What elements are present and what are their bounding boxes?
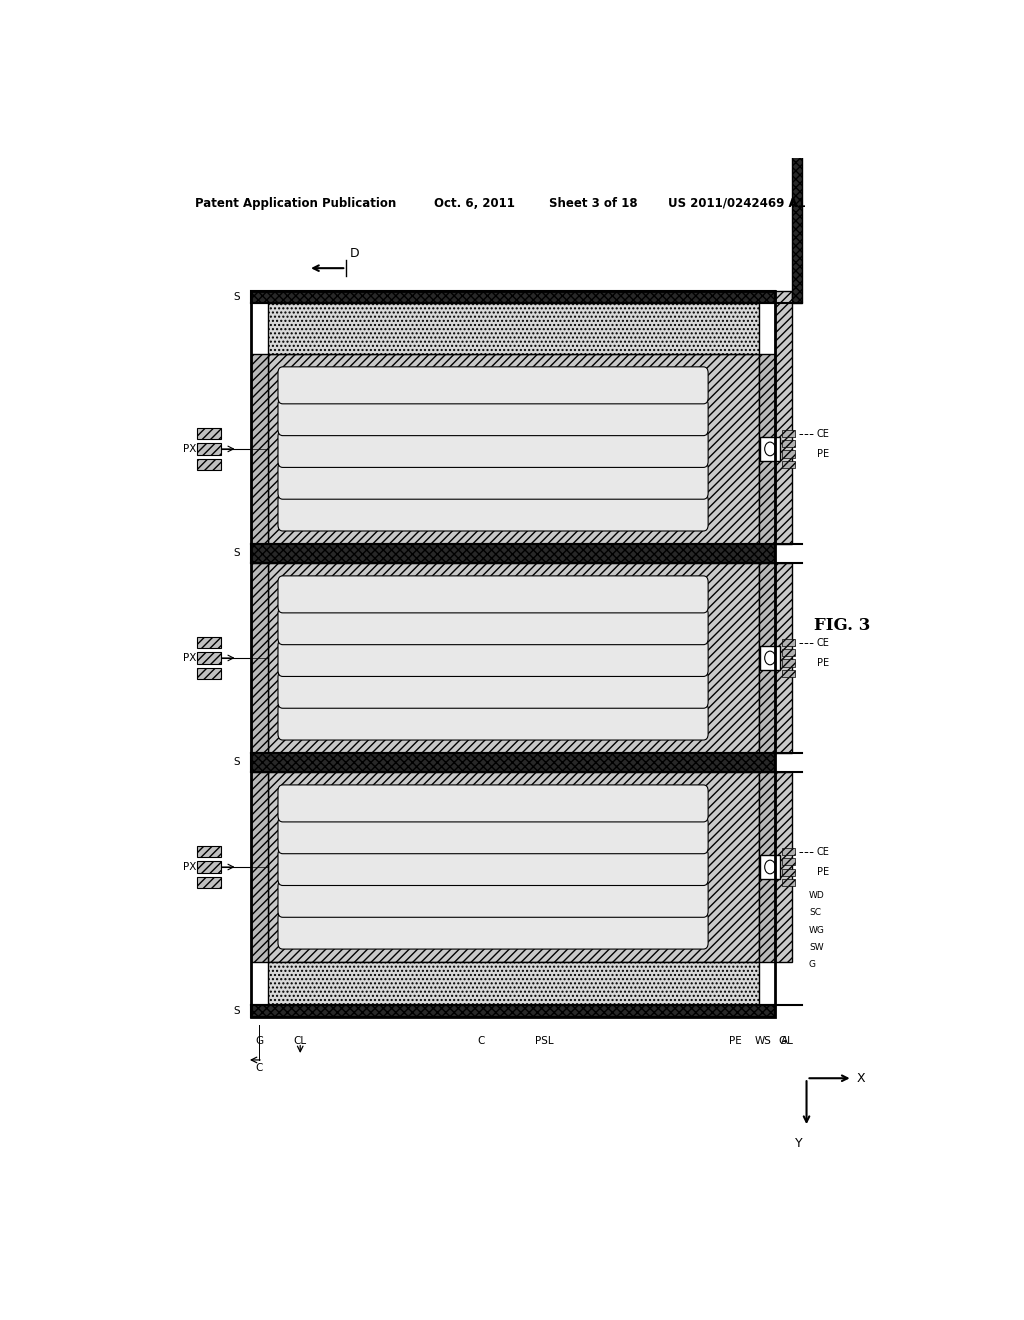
Text: PE: PE	[817, 659, 829, 668]
Bar	[251, 772, 268, 962]
Bar	[268, 962, 759, 1005]
Text: WG: WG	[809, 925, 824, 935]
Bar	[197, 846, 221, 858]
Text: US 2011/0242469 A1: US 2011/0242469 A1	[668, 197, 806, 210]
Text: CL: CL	[294, 1036, 307, 1045]
Bar	[759, 354, 775, 544]
Bar	[197, 458, 221, 470]
Text: PX: PX	[183, 862, 197, 873]
Text: PE: PE	[817, 449, 829, 459]
Bar	[782, 879, 795, 886]
Text: C: C	[255, 1063, 262, 1073]
Text: G: G	[778, 1036, 786, 1045]
Bar	[197, 652, 221, 664]
Text: C: C	[477, 1036, 484, 1045]
FancyBboxPatch shape	[278, 639, 709, 676]
Bar	[782, 441, 795, 447]
FancyBboxPatch shape	[278, 576, 709, 612]
Bar	[761, 855, 779, 879]
Text: WD: WD	[809, 891, 824, 900]
Bar	[793, 0, 802, 302]
Text: G: G	[256, 1036, 264, 1045]
Text: B: B	[526, 758, 532, 767]
Bar	[197, 862, 221, 873]
Bar	[782, 869, 795, 875]
Bar	[775, 290, 793, 544]
FancyBboxPatch shape	[278, 430, 709, 467]
Text: S: S	[233, 758, 240, 767]
Text: PX: PX	[183, 444, 197, 454]
Bar	[782, 461, 795, 467]
Text: G: G	[809, 960, 816, 969]
Bar	[782, 649, 795, 656]
FancyBboxPatch shape	[278, 785, 709, 822]
Text: X: X	[856, 1072, 865, 1085]
FancyBboxPatch shape	[278, 704, 709, 741]
Bar	[782, 639, 795, 647]
Text: S: S	[233, 292, 240, 302]
FancyBboxPatch shape	[278, 849, 709, 886]
Text: S: S	[233, 548, 240, 558]
Text: WS: WS	[755, 1036, 771, 1045]
Text: Sheet 3 of 18: Sheet 3 of 18	[549, 197, 637, 210]
Bar	[197, 876, 221, 888]
FancyBboxPatch shape	[278, 607, 709, 644]
FancyBboxPatch shape	[278, 817, 709, 854]
Bar	[251, 354, 268, 544]
Text: PX: PX	[183, 653, 197, 663]
Bar	[251, 562, 268, 754]
Bar	[759, 562, 775, 754]
Bar	[251, 754, 775, 772]
Bar	[197, 428, 221, 440]
Bar	[782, 849, 795, 855]
Text: AL: AL	[781, 1036, 794, 1045]
FancyBboxPatch shape	[278, 399, 709, 436]
Bar	[268, 354, 759, 544]
Text: PE: PE	[817, 867, 829, 876]
Bar	[251, 290, 775, 302]
Bar	[782, 669, 795, 677]
Text: FIG. 3: FIG. 3	[814, 618, 870, 635]
Bar	[782, 858, 795, 866]
Bar	[268, 562, 759, 754]
Text: S: S	[233, 1006, 240, 1016]
Bar	[775, 772, 793, 962]
FancyBboxPatch shape	[278, 494, 709, 531]
Text: CE: CE	[817, 846, 829, 857]
Bar	[251, 290, 775, 1018]
Bar	[759, 772, 775, 962]
Text: SW: SW	[809, 942, 823, 952]
Bar	[268, 772, 759, 962]
Text: Oct. 6, 2011: Oct. 6, 2011	[433, 197, 514, 210]
Bar	[251, 544, 775, 562]
FancyBboxPatch shape	[278, 912, 709, 949]
Text: SC: SC	[809, 908, 821, 917]
FancyBboxPatch shape	[278, 462, 709, 499]
Bar	[782, 450, 795, 458]
FancyBboxPatch shape	[278, 672, 709, 709]
Text: D: D	[350, 247, 359, 260]
Text: CE: CE	[817, 429, 829, 438]
Text: Patent Application Publication: Patent Application Publication	[196, 197, 396, 210]
Bar	[268, 302, 759, 354]
Text: PE: PE	[729, 1036, 741, 1045]
Text: CE: CE	[817, 638, 829, 648]
Bar	[197, 638, 221, 648]
Bar	[782, 430, 795, 437]
Text: PSL: PSL	[536, 1036, 554, 1045]
Bar	[782, 660, 795, 667]
Text: Y: Y	[795, 1138, 803, 1150]
FancyBboxPatch shape	[278, 367, 709, 404]
Bar	[761, 437, 779, 461]
Bar	[761, 645, 779, 671]
Bar	[775, 562, 793, 754]
Bar	[251, 1005, 775, 1018]
Bar	[197, 444, 221, 454]
Bar	[197, 668, 221, 678]
FancyBboxPatch shape	[278, 880, 709, 917]
